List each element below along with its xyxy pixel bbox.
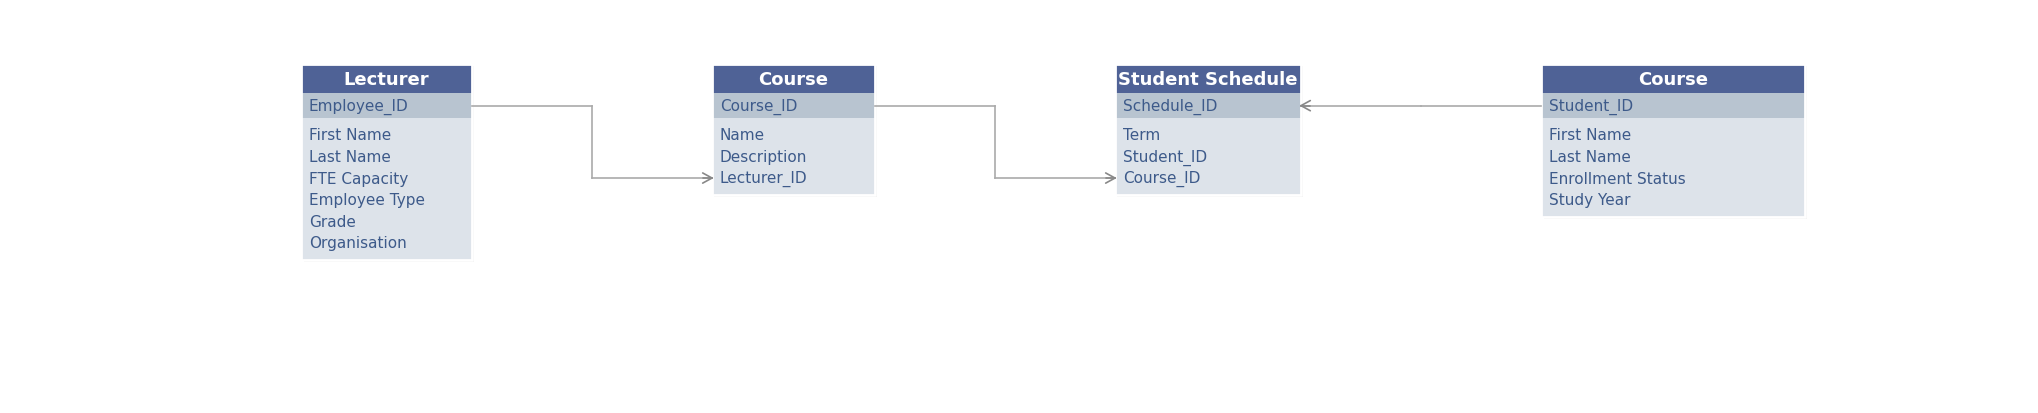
Bar bbox=[304, 67, 475, 262]
Bar bbox=[1115, 119, 1300, 195]
Bar bbox=[1115, 65, 1300, 94]
Text: FTE Capacity: FTE Capacity bbox=[310, 171, 408, 186]
Bar bbox=[711, 65, 874, 94]
Bar bbox=[1115, 65, 1300, 195]
Text: First Name: First Name bbox=[310, 128, 391, 143]
Text: First Name: First Name bbox=[1549, 128, 1630, 143]
Bar bbox=[1115, 94, 1300, 119]
Text: Organisation: Organisation bbox=[310, 236, 408, 251]
Bar bbox=[715, 67, 876, 198]
Text: Last Name: Last Name bbox=[310, 150, 391, 165]
Text: Student_ID: Student_ID bbox=[1123, 149, 1206, 165]
Text: Enrollment Status: Enrollment Status bbox=[1549, 171, 1685, 186]
Text: Grade: Grade bbox=[310, 214, 357, 229]
Bar bbox=[1541, 119, 1806, 217]
Bar bbox=[711, 119, 874, 195]
Bar bbox=[1541, 65, 1806, 94]
Bar bbox=[302, 94, 471, 119]
Text: Study Year: Study Year bbox=[1549, 192, 1630, 208]
Text: Description: Description bbox=[719, 150, 807, 165]
Text: Employee_ID: Employee_ID bbox=[310, 98, 410, 114]
Text: Student Schedule: Student Schedule bbox=[1119, 71, 1298, 88]
Bar bbox=[1541, 65, 1806, 217]
Bar bbox=[302, 65, 471, 94]
Text: Lecturer_ID: Lecturer_ID bbox=[719, 171, 807, 187]
Text: Course: Course bbox=[1639, 71, 1708, 88]
Text: Lecturer: Lecturer bbox=[344, 71, 430, 88]
Bar bbox=[1541, 94, 1806, 119]
Text: Schedule_ID: Schedule_ID bbox=[1123, 98, 1217, 114]
Text: Last Name: Last Name bbox=[1549, 150, 1630, 165]
Text: Course_ID: Course_ID bbox=[719, 98, 797, 114]
Bar bbox=[1543, 67, 1808, 219]
Bar bbox=[302, 119, 471, 260]
Text: Course: Course bbox=[758, 71, 827, 88]
Bar bbox=[302, 65, 471, 260]
Text: Name: Name bbox=[719, 128, 764, 143]
Bar bbox=[711, 94, 874, 119]
Text: Term: Term bbox=[1123, 128, 1160, 143]
Text: Employee Type: Employee Type bbox=[310, 192, 426, 208]
Text: Course_ID: Course_ID bbox=[1123, 171, 1200, 187]
Text: Student_ID: Student_ID bbox=[1549, 98, 1632, 114]
Bar bbox=[1117, 67, 1304, 198]
Bar bbox=[711, 65, 874, 195]
